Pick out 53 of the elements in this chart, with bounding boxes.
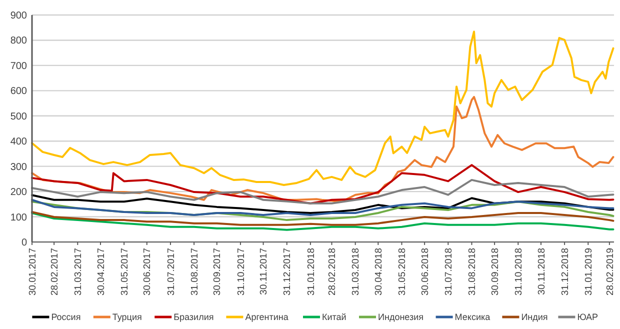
legend-label: Мексика: [454, 312, 490, 322]
line-series: [31, 30, 614, 186]
y-tick-label: 200: [10, 187, 28, 198]
x-tick-label: 28.02.2017: [49, 248, 60, 296]
x-tick-label: 30.11.2017: [258, 248, 270, 295]
y-tick-label: 800: [10, 36, 28, 47]
legend-label: Бразилия: [174, 312, 214, 322]
x-tick-label: 31.07.2017: [166, 248, 177, 296]
x-tick-label: 31.01.2019: [583, 248, 594, 296]
y-tick-label: 600: [10, 86, 28, 98]
y-tick-label: 400: [10, 136, 28, 148]
x-tick-label: 30.11.2018: [536, 248, 548, 295]
x-tick-label: 30.04.2017: [96, 248, 107, 296]
x-tick-label: 31.07.2018: [443, 248, 454, 296]
x-tick-label: 31.08.2018: [467, 248, 478, 296]
x-tick-label: 30.06.2017: [142, 248, 154, 296]
x-tick-label: 30.06.2018: [420, 248, 431, 296]
x-tick-label: 31.08.2017: [189, 248, 200, 296]
x-tick-label: 31.03.2017: [72, 248, 84, 296]
legend-label: Россия: [51, 312, 81, 322]
x-tick-label: 31.12.2017: [282, 248, 294, 296]
y-tick-label: 700: [10, 60, 28, 72]
line-series: [31, 212, 614, 231]
x-tick-label: 31.12.2018: [560, 248, 571, 296]
y-tick-label: 900: [10, 10, 28, 22]
x-tick-label: 31.10.2018: [513, 248, 524, 296]
x-tick-label: 28.02.2018: [327, 248, 338, 296]
x-tick-label: 30.04.2018: [373, 248, 384, 296]
y-tick-label: 500: [10, 111, 28, 122]
legend-label: Индия: [521, 312, 548, 322]
y-tick-label: 0: [21, 238, 28, 248]
line-series: [31, 194, 614, 214]
x-tick-label: 31.10.2017: [236, 248, 247, 296]
line-series: [31, 198, 614, 216]
x-tick-label: 30.09.2018: [490, 248, 501, 296]
x-tick-label: 31.05.2017: [119, 248, 130, 296]
line-series: [31, 178, 614, 204]
legend-label: Аргентина: [245, 312, 288, 322]
line-series: [31, 210, 614, 226]
legend-label: Китай: [322, 312, 346, 322]
x-tick-label: 31.05.2018: [397, 248, 408, 296]
legend-label: Турция: [112, 312, 142, 322]
x-tick-label: 31.03.2018: [350, 248, 362, 296]
x-tick-label: 28.02.2019: [604, 248, 616, 296]
x-tick-label: 30.01.2017: [27, 248, 38, 296]
x-tick-label: 30.09.2017: [212, 248, 224, 296]
y-tick-label: 300: [10, 162, 28, 173]
legend-label: Индонезия: [378, 312, 424, 322]
line-series: [31, 164, 614, 204]
legend-label: ЮАР: [577, 312, 598, 322]
x-tick-label: 31.01.2018: [306, 248, 317, 296]
line-series: [31, 96, 614, 203]
y-tick-label: 100: [10, 212, 28, 224]
